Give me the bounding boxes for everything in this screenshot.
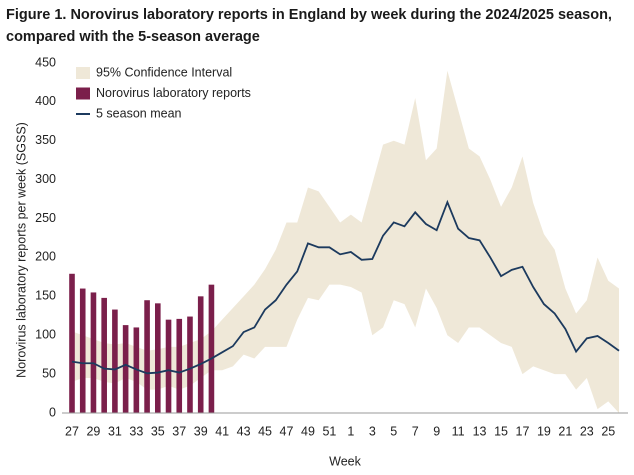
mean-line	[71, 199, 620, 375]
x-tick-label: 9	[433, 424, 440, 438]
bar	[112, 309, 118, 413]
y-tick-label: 250	[35, 211, 56, 225]
legend-label: Norovirus laboratory reports	[96, 86, 251, 100]
x-tick-label: 15	[494, 424, 508, 438]
x-tick-label: 11	[452, 424, 465, 438]
x-tick-label: 33	[129, 424, 143, 438]
x-tick-label: 31	[108, 424, 122, 438]
y-tick-label: 450	[35, 55, 56, 69]
x-tick-label: 1	[347, 424, 354, 438]
y-tick-label: 150	[35, 289, 56, 303]
x-tick-label: 19	[537, 424, 551, 438]
x-tick-label: 45	[258, 424, 272, 438]
x-tick-label: 5	[390, 424, 397, 438]
x-tick-label: 35	[151, 424, 165, 438]
y-tick-label: 350	[35, 133, 56, 147]
bar	[155, 303, 161, 413]
y-tick-label: 400	[35, 94, 56, 108]
x-axis-label: Week	[329, 454, 361, 468]
x-tick-label: 51	[322, 424, 336, 438]
bar	[69, 273, 75, 413]
x-tick-label: 39	[194, 424, 208, 438]
bar	[165, 319, 172, 413]
x-tick-label: 23	[580, 424, 594, 438]
x-tick-label: 27	[65, 424, 79, 438]
bar	[122, 325, 129, 413]
y-tick-label: 100	[35, 328, 56, 342]
chart-title: Figure 1. Norovirus laboratory reports i…	[6, 7, 612, 45]
x-tick-label: 29	[86, 424, 100, 438]
bar	[187, 316, 193, 413]
legend-label: 95% Confidence Interval	[96, 65, 232, 79]
x-tick-label: 25	[601, 424, 615, 438]
legend-swatch	[76, 67, 90, 79]
x-tick-label: 43	[237, 424, 251, 438]
y-tick-label: 200	[35, 250, 56, 264]
x-tick-label: 41	[215, 424, 229, 438]
legend-swatch	[76, 87, 90, 100]
x-tick-label: 17	[516, 424, 530, 438]
x-tick-label: 37	[172, 424, 186, 438]
bar	[101, 297, 107, 413]
x-tick-label: 3	[369, 424, 376, 438]
x-tick-label: 49	[301, 424, 315, 438]
bar	[144, 300, 150, 413]
bar	[197, 296, 204, 413]
x-tick-label: 7	[412, 424, 419, 438]
confidence-band	[72, 70, 619, 414]
y-tick-label: 300	[35, 172, 56, 186]
y-tick-label: 50	[42, 366, 56, 380]
x-tick-label: 21	[558, 424, 572, 438]
legend-label: 5 season mean	[96, 106, 182, 120]
bar	[90, 292, 97, 413]
x-tick-label: 47	[280, 424, 294, 438]
x-tick-label: 13	[473, 424, 487, 438]
y-tick-label: 0	[49, 405, 56, 419]
y-axis-label: Norovirus laboratory reports per week (S…	[14, 122, 28, 378]
bar	[176, 318, 183, 413]
bar	[79, 288, 86, 413]
bar	[208, 284, 215, 413]
